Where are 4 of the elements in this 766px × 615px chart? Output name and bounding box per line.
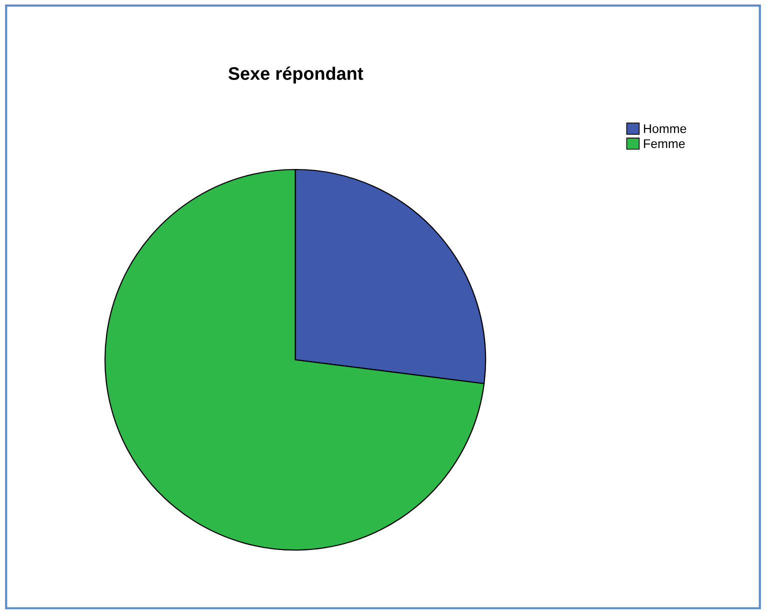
legend-label: Femme: [644, 139, 685, 148]
chart-title: Sexe répondant: [228, 66, 364, 84]
pie-slice: [104, 168, 485, 551]
legend-label: Homme: [644, 124, 686, 134]
